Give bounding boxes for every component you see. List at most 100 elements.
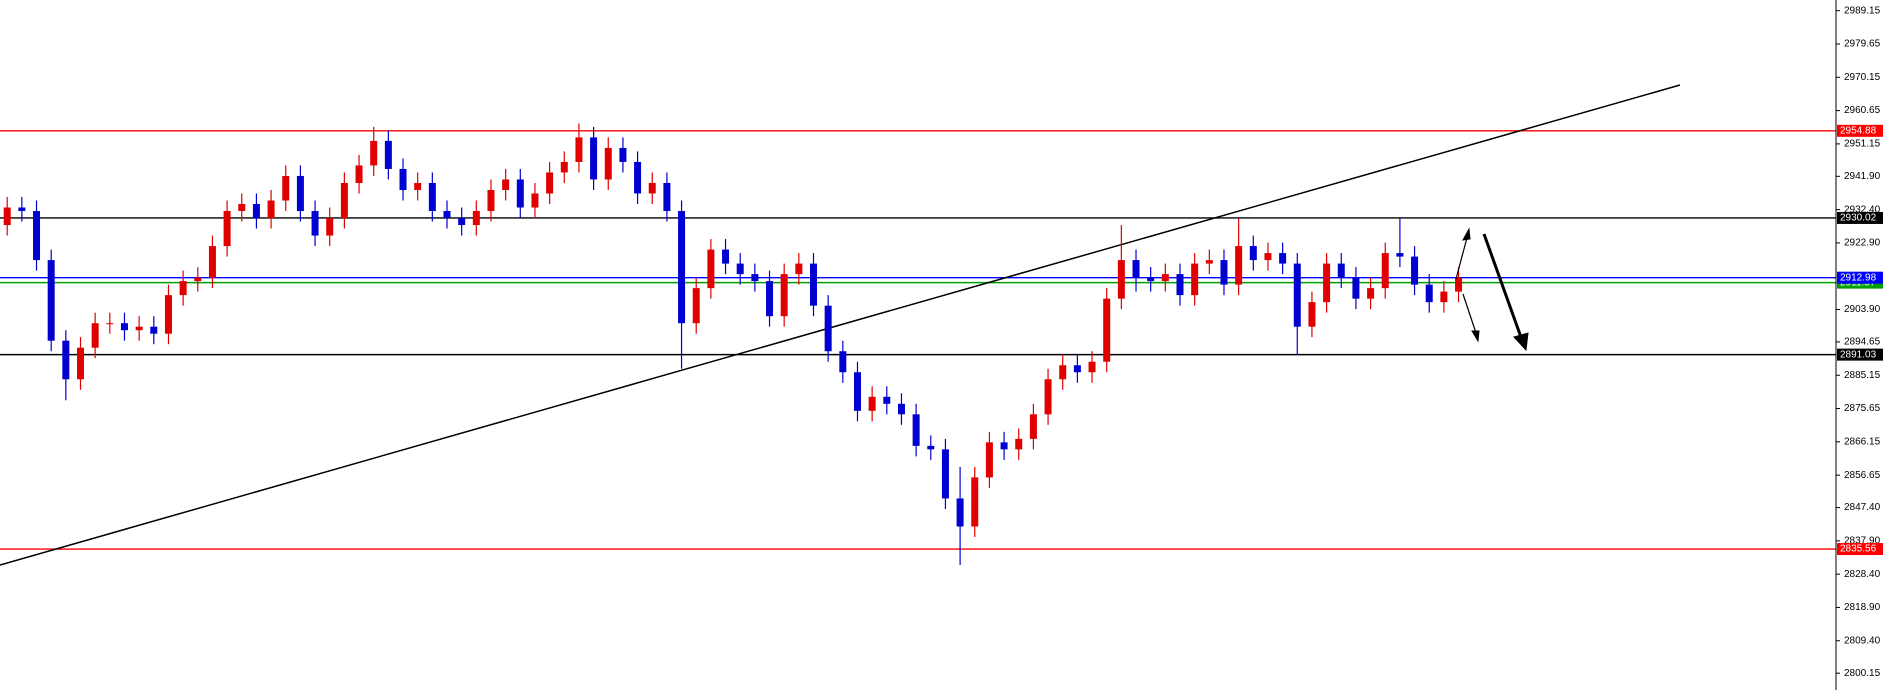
candle-body	[282, 175, 290, 201]
candle-body	[33, 211, 41, 261]
y-tick-label: 2828.40	[1844, 569, 1881, 580]
candle-body	[1396, 253, 1404, 257]
candle-body	[1132, 260, 1140, 278]
candle-body	[47, 260, 55, 341]
y-tick-label: 2941.90	[1844, 171, 1881, 182]
candle-body	[663, 182, 671, 212]
arrow	[1462, 293, 1478, 337]
y-tick-label: 2837.90	[1844, 535, 1881, 546]
level-label: 2835.56	[1840, 544, 1877, 555]
candle-body	[1044, 379, 1052, 415]
y-tick-label: 2989.15	[1844, 5, 1881, 16]
y-tick-label: 2847.40	[1844, 502, 1881, 513]
axis-ticks: 2989.15 2979.65 2970.15 2960.65 2951.15 2941.…	[1836, 5, 1883, 679]
candle-body	[1279, 253, 1287, 264]
candle-body	[18, 207, 26, 212]
level-label-bg	[1837, 211, 1883, 224]
y-tick-label: 2922.90	[1844, 238, 1881, 249]
y-tick-label: 2979.65	[1844, 39, 1881, 50]
y-tick-label: 2951.15	[1844, 139, 1881, 150]
candle-body	[560, 161, 568, 173]
arrow-head	[1471, 330, 1480, 343]
y-tick-label: 2800.15	[1844, 668, 1881, 679]
candle-body	[1059, 365, 1067, 380]
y-tick-label: 2894.65	[1844, 337, 1881, 348]
candle-body	[1455, 277, 1463, 292]
candle-body	[252, 204, 260, 219]
candle-body	[678, 211, 686, 324]
candle-body	[502, 179, 510, 190]
candle-body	[267, 200, 275, 219]
candle-body	[120, 323, 128, 331]
candle-body	[853, 372, 861, 411]
candle-body	[1103, 298, 1111, 362]
candle-body	[179, 281, 187, 296]
y-tick-label: 2809.40	[1844, 635, 1881, 646]
y-tick-label: 2866.15	[1844, 436, 1881, 447]
y-tick-label: 2960.65	[1844, 105, 1881, 116]
levels	[0, 130, 1836, 550]
candle-body	[546, 172, 554, 194]
candle-body	[604, 147, 612, 180]
candle-body	[106, 323, 114, 325]
candle-body	[1000, 442, 1008, 450]
candle-body	[912, 414, 920, 446]
candle-body	[516, 179, 524, 208]
candle-body	[941, 449, 949, 499]
candle-body	[1249, 246, 1257, 261]
level-label-bg	[1837, 124, 1883, 137]
candle-body	[370, 140, 378, 166]
candle-body	[1073, 365, 1081, 373]
arrow-head	[1513, 332, 1529, 352]
arrow-head	[1462, 227, 1471, 241]
candle-body	[956, 498, 964, 527]
candle-body	[355, 165, 363, 183]
candle-body	[150, 326, 158, 334]
candle-body	[1161, 274, 1169, 282]
arrow	[1455, 233, 1469, 280]
candle-body	[428, 182, 436, 212]
candle-body	[707, 249, 715, 289]
candle-body	[648, 182, 656, 194]
arrow	[1482, 233, 1524, 341]
candle-body	[619, 147, 627, 162]
candle-body	[1205, 260, 1213, 264]
candle-body	[1367, 288, 1375, 299]
candle-body	[810, 263, 817, 306]
candle-body	[897, 403, 905, 415]
candle-body	[1381, 253, 1389, 289]
candle-body	[458, 218, 466, 226]
y-tick-label: 2932.40	[1844, 204, 1881, 215]
candle-body	[766, 281, 774, 317]
candle-body	[296, 175, 304, 212]
candle-body	[208, 246, 216, 278]
candle-body	[1293, 263, 1301, 327]
candle-body	[883, 396, 891, 404]
candle-body	[135, 326, 143, 331]
level-label: 2930.02	[1840, 213, 1877, 224]
candle-body	[1176, 274, 1184, 296]
y-tick-label: 2856.65	[1844, 470, 1881, 481]
arrows	[1455, 227, 1529, 352]
candle-body	[1352, 277, 1360, 299]
y-tick-label: 2875.65	[1844, 403, 1881, 414]
y-tick-label: 2903.90	[1844, 304, 1881, 315]
candle-body	[77, 347, 84, 380]
candle-body	[531, 193, 539, 208]
candle-body	[384, 140, 392, 169]
candle-body	[1147, 277, 1155, 282]
candle-body	[238, 204, 246, 212]
candle-body	[443, 211, 451, 219]
candle-body	[722, 249, 730, 264]
level-label: 2954.88	[1840, 125, 1877, 136]
candle-body	[3, 207, 11, 226]
candle-body	[1337, 263, 1345, 278]
y-tick-label: 2970.15	[1844, 72, 1881, 83]
level-label-bg	[1837, 348, 1883, 361]
candle-body	[780, 274, 788, 317]
candle-body	[824, 305, 832, 352]
trend-line	[0, 84, 1681, 566]
candle-body	[1264, 253, 1272, 261]
